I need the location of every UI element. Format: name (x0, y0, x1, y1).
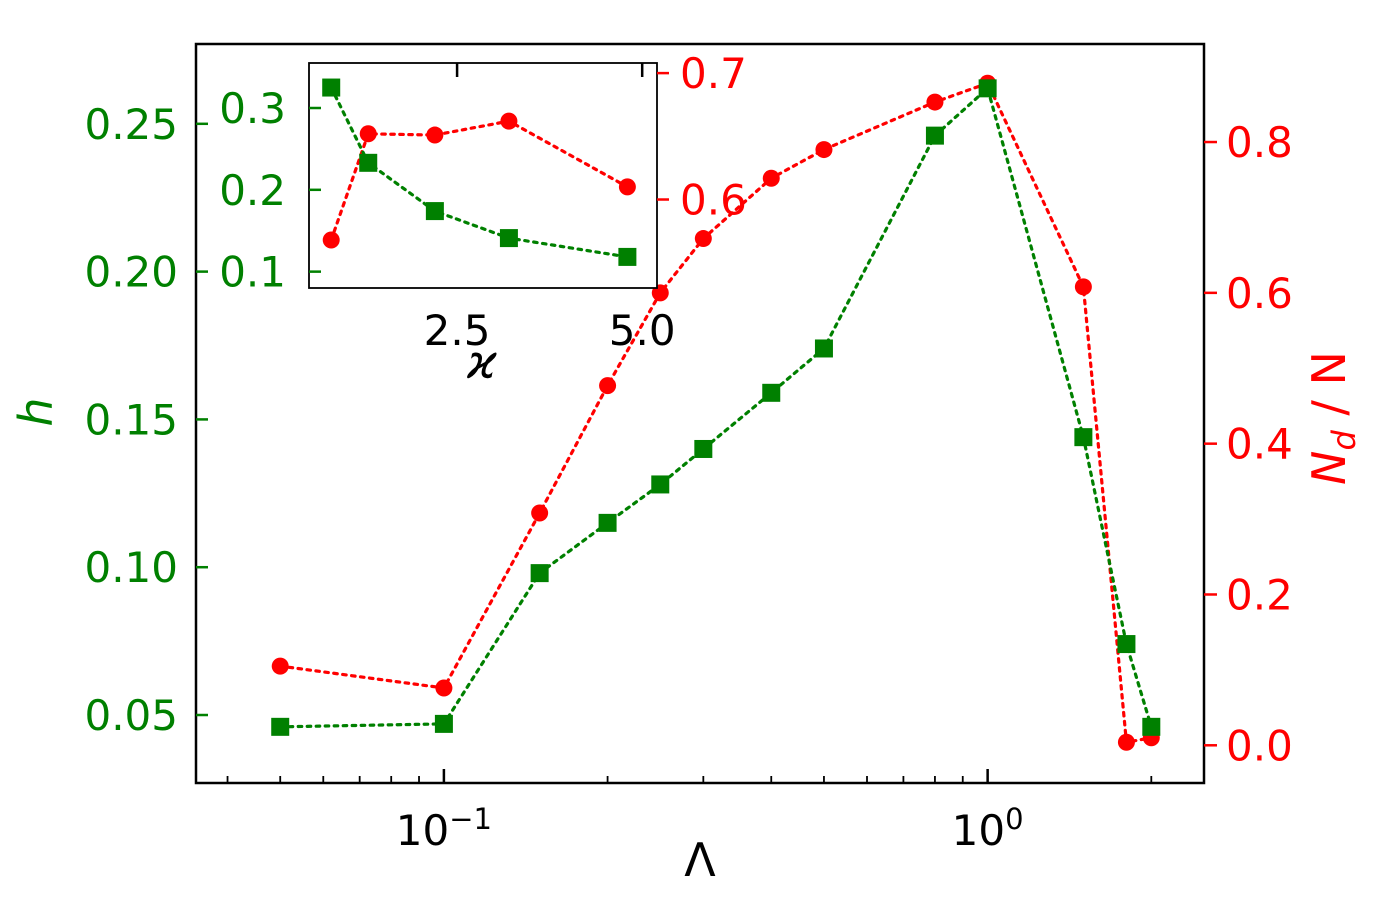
series-nd-ratio-point (531, 504, 549, 522)
y-left-tick-label: 0.10 (84, 543, 178, 592)
series-nd-ratio-point (435, 679, 453, 697)
series-nd-ratio-point (762, 169, 780, 187)
inset-x-tick-label: 2.5 (424, 306, 491, 355)
series-h-point (530, 564, 549, 583)
series-h-point (1074, 428, 1093, 447)
series-h-point (434, 714, 453, 733)
y-right-tick-label: 0.2 (1226, 570, 1293, 619)
inset-frame (308, 62, 658, 289)
series-h-point (1117, 635, 1136, 654)
inset-series-red-point (359, 125, 377, 143)
series-h-point (978, 79, 997, 98)
inset-x-tick-label: 5.0 (609, 306, 676, 355)
y-left-tick-label: 0.20 (84, 248, 178, 297)
inset-y-left-tick-label: 0.3 (219, 84, 286, 133)
series-nd-ratio-point (271, 657, 289, 675)
inset-y-left-tick-label: 0.2 (219, 166, 286, 215)
y-right-tick-label: 0.6 (1226, 269, 1293, 318)
series-h-point (271, 717, 290, 736)
inset-series-green-point (618, 247, 637, 266)
series-nd-ratio-point (926, 93, 944, 111)
series-nd-ratio-point (694, 230, 712, 248)
series-h-point (651, 475, 670, 494)
inset-series-green-point (499, 229, 518, 248)
inset-series-red-point (618, 178, 636, 196)
series-h-point (694, 439, 713, 458)
inset-series-green-point (322, 78, 341, 97)
inset-y-left-tick-label: 0.1 (219, 248, 286, 297)
inset-series-green-point (425, 202, 444, 221)
inset-series-red-point (426, 126, 444, 144)
inset-x-axis-label: ϰ (466, 335, 498, 389)
main-plot-frame (194, 42, 1206, 785)
y-right-tick-label: 0.4 (1226, 420, 1293, 469)
series-h-point (598, 513, 617, 532)
series-h-point (814, 339, 833, 358)
y-left-tick-label: 0.25 (84, 100, 178, 149)
y-right-axis-label: Nd / N (1302, 351, 1363, 485)
y-right-tick-label: 0.0 (1226, 721, 1293, 770)
y-right-tick-label: 0.8 (1226, 118, 1293, 167)
x-tick-label: 10−1 (396, 802, 492, 855)
series-h-point (762, 383, 781, 402)
series-nd-ratio-point (1074, 278, 1092, 296)
series-h-point (1142, 717, 1161, 736)
inset-chart: 2.5 5.0 ϰ 0.1 0.2 0.3 0.6 0.7 (219, 49, 747, 389)
inset-y-right-tick-label: 0.7 (680, 49, 747, 98)
series-h-point (925, 126, 944, 145)
y-left-tick-label: 0.05 (84, 691, 178, 740)
inset-series-red-point (322, 231, 340, 249)
inset-series-red-point (500, 112, 518, 130)
y-left-tick-label: 0.15 (84, 395, 178, 444)
x-tick-label: 100 (952, 802, 1024, 855)
series-nd-ratio-point (1117, 733, 1135, 751)
y-left-axis-label: h (9, 397, 63, 426)
inset-series-green-point (359, 153, 378, 172)
x-axis-label: Λ (684, 833, 716, 887)
series-nd-ratio-point (599, 377, 617, 395)
series-nd-ratio-point (815, 141, 833, 159)
inset-y-right-tick-label: 0.6 (680, 176, 747, 225)
